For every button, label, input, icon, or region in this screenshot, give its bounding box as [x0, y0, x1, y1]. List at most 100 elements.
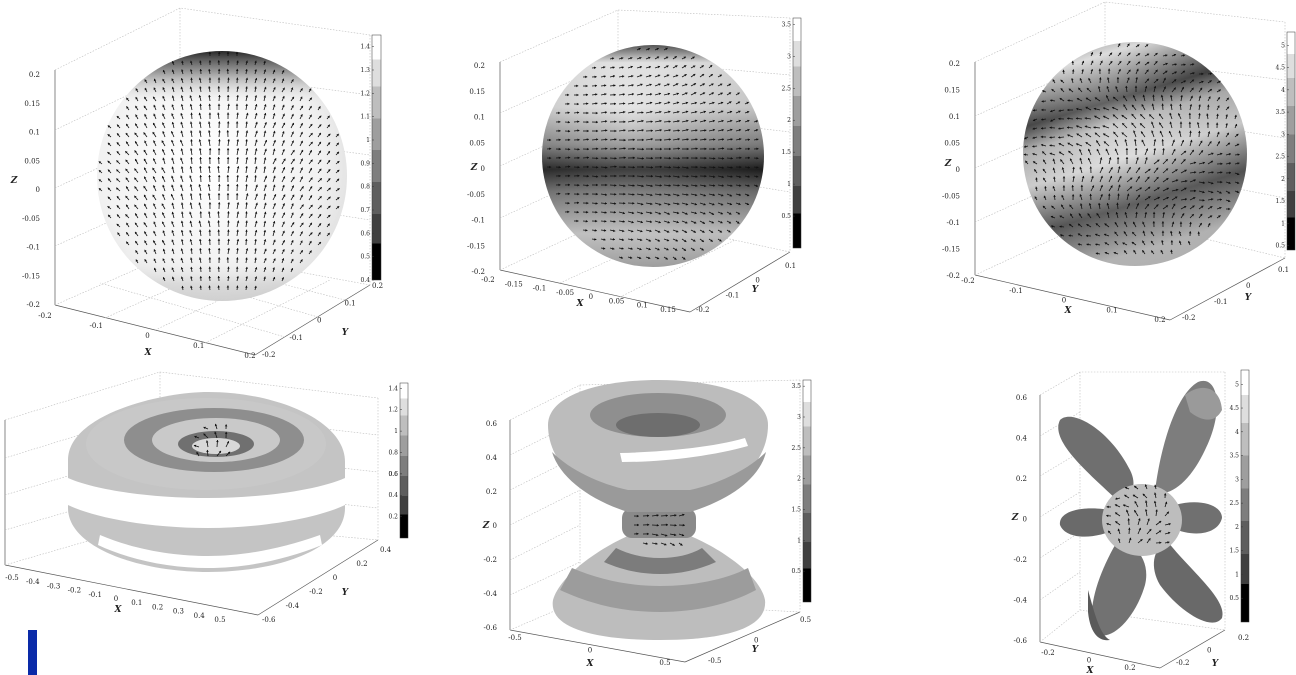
vector-arrow-head: [189, 220, 193, 224]
vector-arrow-head: [1062, 185, 1066, 188]
vector-arrow-head: [738, 202, 741, 206]
vector-arrow-head: [254, 211, 258, 214]
vector-arrow-head: [264, 104, 267, 107]
vector-arrow-head: [719, 74, 722, 77]
vector-arrow-head: [1188, 241, 1191, 244]
vector-arrow-head: [1198, 113, 1201, 116]
x-tick-label: -0.2: [68, 587, 82, 595]
vector-arrow-head: [1060, 79, 1063, 83]
vector-arrow-head: [650, 211, 653, 215]
vector-arrow-head: [273, 130, 276, 134]
vector-arrow-head: [737, 212, 740, 215]
vector-arrow-head: [704, 129, 707, 132]
vector-arrow-head: [254, 230, 258, 233]
vector-arrow-head: [125, 214, 128, 217]
vector-arrow-head: [236, 276, 239, 279]
x-tick-label: 0.1: [637, 302, 648, 310]
panel-2-ticks: 0.20.150.10.050-0.05-0.1-0.15-0.2-0.2-0.…: [467, 62, 796, 314]
vector-arrow-head: [1104, 251, 1108, 255]
vector-arrow-head: [1134, 486, 1137, 489]
vector-arrow-head: [685, 83, 688, 86]
vector-arrow-head: [318, 223, 322, 226]
vector-arrow-head: [638, 256, 642, 260]
vector-arrow-head: [639, 247, 642, 251]
vector-arrow-head: [199, 193, 202, 196]
vector-arrow-head: [217, 148, 221, 151]
vector-arrow-head: [1183, 150, 1187, 154]
vector-arrow-head: [612, 75, 615, 78]
vector-arrow-head: [655, 542, 658, 545]
z-tick-label: -0.2: [1014, 556, 1028, 564]
vector-arrow-head: [576, 219, 579, 223]
vector-arrow-head: [236, 184, 239, 187]
vector-arrow-head: [649, 74, 652, 78]
vector-arrow-head: [1041, 108, 1044, 112]
vector-arrow-head: [282, 249, 285, 252]
vector-arrow-head: [595, 102, 598, 105]
vector-arrow-head: [755, 120, 758, 123]
vector-arrow-head: [1100, 194, 1103, 197]
vector-arrow-head: [632, 129, 635, 132]
vector-arrow-head: [1154, 484, 1157, 488]
vector-arrow-head: [328, 169, 331, 172]
vector-arrow-head: [162, 96, 165, 99]
vector-arrow-head: [254, 78, 258, 81]
vector-arrow-head: [152, 176, 156, 179]
vector-arrow-head: [712, 193, 715, 197]
vector-arrow-head: [1078, 223, 1081, 226]
vector-arrow-head: [116, 116, 120, 119]
vector-arrow-head: [737, 101, 741, 104]
vector-arrow-head: [1210, 206, 1213, 209]
vector-arrow-head: [1088, 78, 1091, 81]
vector-arrow-head: [1069, 224, 1072, 227]
vector-arrow-head: [677, 137, 680, 141]
vector-arrow-head: [134, 186, 137, 189]
vector-arrow-head: [208, 148, 212, 151]
vector-arrow-head: [162, 70, 166, 73]
vector-arrow-head: [235, 121, 239, 124]
vector-arrow-head: [702, 92, 706, 95]
vector-arrow-head: [667, 212, 670, 215]
vector-arrow-head: [577, 165, 580, 169]
vector-arrow-head: [1124, 250, 1127, 253]
vector-arrow-head: [217, 193, 221, 196]
vector-arrow-head: [636, 532, 639, 536]
vector-arrow-head: [666, 239, 670, 242]
vector-arrow-head: [666, 248, 669, 251]
vector-arrow-head: [1162, 212, 1165, 215]
vector-arrow-head: [604, 84, 607, 87]
vector-arrow-head: [144, 231, 147, 234]
vector-arrow-head: [1168, 131, 1172, 134]
vector-arrow-head: [739, 165, 742, 169]
colorbar-tick-label: 1.4: [388, 385, 398, 392]
vector-arrow-head: [189, 95, 192, 98]
vector-arrow-head: [659, 175, 662, 178]
vector-arrow-head: [623, 184, 626, 188]
vector-arrow-head: [692, 56, 695, 59]
vector-arrow-head: [254, 248, 257, 251]
vector-arrow-head: [272, 148, 276, 151]
vector-arrow-head: [1135, 77, 1138, 80]
vector-arrow-head: [650, 174, 653, 178]
vector-arrow-head: [198, 148, 202, 151]
vector-arrow-head: [144, 167, 147, 170]
vector-arrow-head: [650, 166, 653, 169]
vector-arrow-head: [1084, 125, 1088, 128]
vector-arrow-head: [162, 122, 165, 125]
vector-arrow-head: [641, 165, 644, 169]
y-tick-label: 0.2: [1238, 634, 1249, 642]
vector-arrow-head: [226, 112, 230, 115]
vector-arrow-head: [310, 213, 313, 217]
vector-arrow-head: [1041, 127, 1044, 130]
vector-arrow-head: [1142, 94, 1146, 98]
vector-arrow-head: [640, 92, 643, 96]
vector-arrow-head: [1090, 52, 1094, 55]
vector-arrow-head: [336, 151, 339, 155]
panel-6-ticks: 0.60.40.20-0.2-0.4-0.6-0.200.2-0.200.2XY…: [1011, 394, 1249, 675]
vector-arrow-head: [693, 230, 696, 233]
vector-arrow-head: [1178, 231, 1182, 234]
vector-arrow-head: [245, 276, 248, 279]
vector-arrow-head: [1121, 115, 1124, 118]
vector-arrow-head: [577, 111, 580, 114]
vector-arrow-head: [226, 60, 230, 63]
